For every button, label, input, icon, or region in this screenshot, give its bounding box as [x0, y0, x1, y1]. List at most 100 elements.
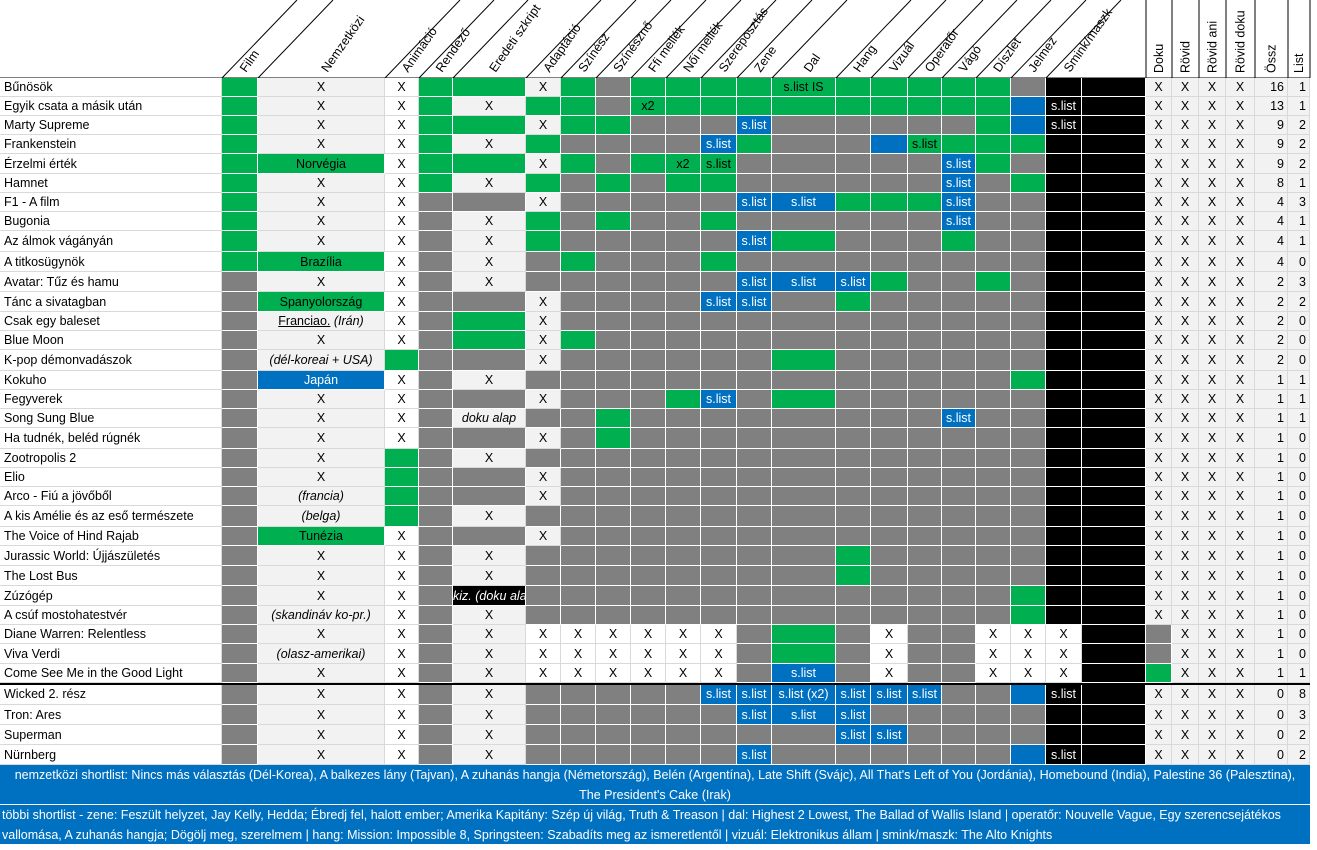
grid-cell-vago: [942, 116, 976, 135]
row-title[interactable]: Csak egy baleset: [0, 312, 222, 331]
row-title[interactable]: Superman: [0, 725, 222, 745]
grid-cell-eredeti: X: [453, 705, 526, 725]
row-title[interactable]: Fegyverek: [0, 390, 222, 409]
grid-cell-roviddoku: X: [1226, 428, 1255, 449]
grid-cell-vago: [942, 252, 976, 272]
grid-cell-ossz: 1: [1255, 566, 1288, 586]
column-header-film[interactable]: Film: [237, 47, 262, 74]
column-header-zene[interactable]: Zene: [751, 43, 779, 74]
grid-cell-dal: s.list: [772, 705, 836, 725]
row-title[interactable]: Nürnberg: [0, 745, 222, 765]
grid-cell-vizual: [871, 312, 908, 331]
column-header-rovidani[interactable]: Rövid ani: [1206, 21, 1220, 73]
column-header-eredeti[interactable]: Eredeti szkript: [486, 1, 543, 74]
row-title[interactable]: Jurassic World: Újjászületés: [0, 546, 222, 566]
grid-cell-animacio: [385, 487, 419, 506]
grid-cell-vago: [942, 78, 976, 97]
grid-cell-rendezo: [419, 252, 453, 272]
grid-cell-szereposztas: [701, 506, 737, 527]
row-title[interactable]: Frankenstein: [0, 135, 222, 154]
row-title[interactable]: Viva Verdi: [0, 644, 222, 664]
row-title[interactable]: Blue Moon: [0, 331, 222, 350]
grid-cell-film: [222, 272, 258, 292]
row-title[interactable]: Elio: [0, 468, 222, 487]
column-header-rovid[interactable]: Rövid: [1179, 41, 1193, 73]
row-title[interactable]: Wicked 2. rész: [0, 683, 222, 705]
grid-cell-zene: s.list: [737, 292, 772, 312]
grid-cell-szinesz: [561, 116, 596, 135]
grid-cell-animacio: X: [385, 606, 419, 625]
grid-cell-doku: X: [1146, 586, 1172, 606]
row-title[interactable]: Zootropolis 2: [0, 449, 222, 468]
row-title[interactable]: A kis Amélie és az eső természete: [0, 506, 222, 527]
column-header-diszlet[interactable]: Díszlet: [990, 35, 1024, 75]
grid-cell-ossz: 2: [1255, 272, 1288, 292]
row-title[interactable]: Arco - Fiú a jövőből: [0, 487, 222, 506]
row-title[interactable]: Érzelmi érték: [0, 154, 222, 174]
row-title[interactable]: Tánc a sivatagban: [0, 292, 222, 312]
row-title[interactable]: Hamnet: [0, 174, 222, 193]
grid-cell-adaptacio: X: [526, 78, 561, 97]
grid-cell-doku: X: [1146, 705, 1172, 725]
column-header-szinesz[interactable]: Színész: [575, 30, 612, 74]
grid-cell-ffi: [631, 390, 666, 409]
grid-cell-black: [1082, 428, 1146, 449]
grid-cell-eredeti: [453, 292, 526, 312]
grid-cell-szereposztas: [701, 527, 737, 546]
grid-cell-black: [1082, 683, 1146, 705]
grid-cell-operator: [908, 527, 942, 546]
grid-cell-rendezo: [419, 116, 453, 135]
row-title[interactable]: Az álmok vágányán: [0, 231, 222, 252]
column-header-list[interactable]: List: [1292, 53, 1306, 73]
row-title[interactable]: The Voice of Hind Rajab: [0, 527, 222, 546]
row-title[interactable]: Bűnösök: [0, 78, 222, 97]
grid-cell-operator: [908, 312, 942, 331]
grid-cell-list: 0: [1288, 566, 1310, 586]
row-title[interactable]: Kokuho: [0, 371, 222, 390]
row-title[interactable]: Diane Warren: Relentless: [0, 625, 222, 644]
grid-cell-noi: [666, 174, 701, 193]
grid-cell-noi: [666, 449, 701, 468]
row-title[interactable]: Ha tudnék, beléd rúgnék: [0, 428, 222, 449]
grid-cell-vizual: [871, 705, 908, 725]
grid-cell-dal: s.list IS: [772, 78, 836, 97]
grid-cell-animacio: X: [385, 409, 419, 428]
grid-cell-dal: [772, 350, 836, 371]
column-header-nemzetkozi[interactable]: Nemzetközi: [318, 13, 367, 75]
row-title[interactable]: Bugonia: [0, 212, 222, 231]
column-header-dal[interactable]: Dal: [801, 51, 823, 74]
grid-cell-noi: [666, 292, 701, 312]
grid-cell-rendezo: [419, 292, 453, 312]
grid-cell-vago: [942, 705, 976, 725]
row-separator-line: [0, 683, 1310, 685]
grid-cell-diszlet: X: [976, 644, 1011, 664]
row-title[interactable]: A titkosügynök: [0, 252, 222, 272]
row-title[interactable]: K-pop démonvadászok: [0, 350, 222, 371]
row-title[interactable]: A csúf mostohatestvér: [0, 606, 222, 625]
row-title[interactable]: Marty Supreme: [0, 116, 222, 135]
row-title[interactable]: Avatar: Tűz és hamu: [0, 272, 222, 292]
row-title[interactable]: Egyik csata a másik után: [0, 97, 222, 116]
column-header-ossz[interactable]: Össz: [1265, 45, 1279, 73]
grid-cell-szereposztas: [701, 468, 737, 487]
column-header-roviddoku[interactable]: Rövid doku: [1234, 10, 1248, 73]
column-header-smink[interactable]: Smink/maszk: [1061, 5, 1116, 75]
row-title[interactable]: Tron: Ares: [0, 705, 222, 725]
grid-cell-roviddoku: X: [1226, 745, 1255, 765]
column-header-doku[interactable]: Doku: [1152, 44, 1166, 73]
row-title[interactable]: Come See Me in the Good Light: [0, 664, 222, 683]
grid-cell-rendezo: [419, 193, 453, 212]
grid-cell-rovid: X: [1172, 78, 1199, 97]
grid-cell-list: 0: [1288, 331, 1310, 350]
row-title[interactable]: Song Sung Blue: [0, 409, 222, 428]
row-title[interactable]: Zúzógép: [0, 586, 222, 606]
row-title[interactable]: F1 - A film: [0, 193, 222, 212]
grid-cell-roviddoku: X: [1226, 644, 1255, 664]
grid-cell-roviddoku: X: [1226, 350, 1255, 371]
grid-cell-ossz: 4: [1255, 252, 1288, 272]
grid-cell-vizual: s.list: [871, 725, 908, 745]
grid-cell-dal: [772, 252, 836, 272]
grid-cell-smink: [1046, 725, 1082, 745]
row-title[interactable]: The Lost Bus: [0, 566, 222, 586]
grid-cell-diszlet: [976, 116, 1011, 135]
